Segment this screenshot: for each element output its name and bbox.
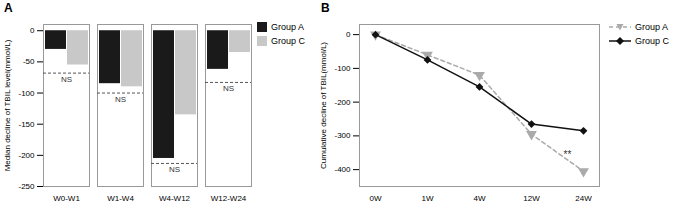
svg-text:**: ** [564, 149, 572, 160]
svg-text:Median decline of TBIL level(m: Median decline of TBIL level(mmol/L) [3, 39, 12, 171]
svg-text:1W: 1W [422, 194, 434, 203]
svg-text:-250: -250 [18, 182, 35, 191]
svg-text:W1-W4: W1-W4 [107, 194, 134, 203]
svg-text:0W: 0W [370, 194, 382, 203]
svg-text:NS: NS [61, 75, 72, 84]
svg-text:-100: -100 [334, 64, 351, 73]
svg-text:W4-W12: W4-W12 [159, 194, 191, 203]
svg-text:NS: NS [223, 84, 234, 93]
svg-text:-400: -400 [334, 165, 351, 174]
svg-text:24W: 24W [575, 194, 592, 203]
svg-text:12W: 12W [523, 194, 540, 203]
html-text:Group A: Group A [635, 22, 668, 32]
svg-text:-150: -150 [18, 120, 35, 129]
svg-text:4W: 4W [474, 194, 486, 203]
svg-text:0: 0 [30, 26, 35, 35]
svg-text:W0-W1: W0-W1 [53, 194, 80, 203]
svg-text:NS: NS [115, 95, 126, 104]
svg-text:-100: -100 [18, 89, 35, 98]
html-text:Group C: Group C [271, 36, 305, 46]
html-text:Group C: Group C [635, 36, 669, 46]
svg-text:-50: -50 [23, 57, 35, 66]
svg-text:W12-W24: W12-W24 [211, 194, 247, 203]
html-text:Group A: Group A [271, 22, 304, 32]
svg-text:0: 0 [346, 30, 351, 39]
html-text:B: B [321, 1, 330, 15]
svg-text:-300: -300 [334, 131, 351, 140]
svg-text:-200: -200 [334, 98, 351, 107]
svg-text:Cumulative decline of TBIL(mmo: Cumulative decline of TBIL(mmol/L) [319, 42, 328, 169]
svg-text:-200: -200 [18, 151, 35, 160]
html-text:A: A [4, 1, 13, 15]
svg-text:NS: NS [169, 165, 180, 174]
